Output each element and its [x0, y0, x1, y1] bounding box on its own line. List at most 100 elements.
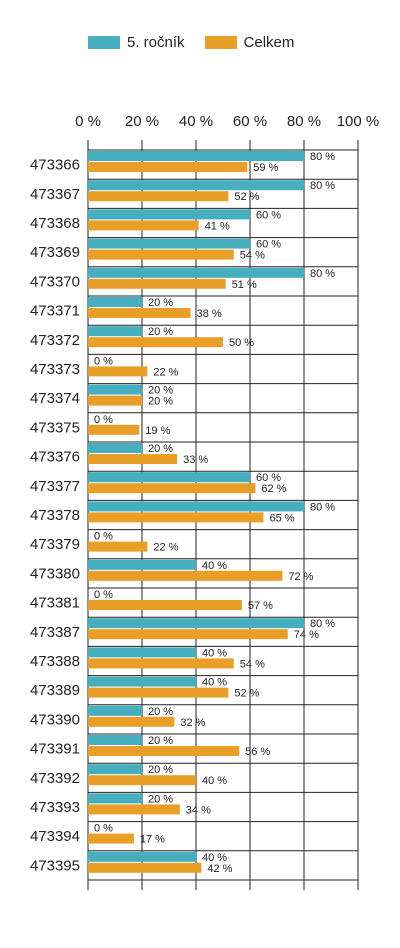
data-label-473381-series-2: 57 %	[248, 600, 273, 612]
category-label-473395: 473395	[30, 857, 80, 874]
bar-473378-series-2	[88, 512, 264, 523]
data-label-473368-series-1: 60 %	[256, 209, 281, 221]
bar-473391-series-2	[88, 746, 240, 756]
bar-473395-series-2	[88, 862, 202, 873]
bar-473391-series-1	[88, 735, 142, 745]
x-tick-label-5: 100 %	[337, 113, 380, 130]
bar-473370-series-1	[88, 267, 304, 278]
data-label-473387-series-2: 74 %	[294, 629, 319, 641]
bar-473367-series-1	[88, 180, 304, 191]
data-label-473388-series-2: 54 %	[240, 658, 265, 670]
data-label-473368-series-2: 41 %	[205, 220, 230, 232]
bar-473375-series-2	[88, 424, 140, 435]
category-label-473373: 473373	[30, 361, 80, 378]
bar-473370-series-2	[88, 278, 226, 289]
data-label-473367-series-1: 80 %	[310, 180, 335, 192]
category-label-473377: 473377	[30, 478, 80, 495]
bar-473394-series-2	[88, 833, 134, 844]
bar-473369-series-1	[88, 238, 250, 249]
data-label-473373-series-2: 22 %	[153, 366, 178, 378]
category-label-473369: 473369	[30, 244, 80, 261]
data-label-473378-series-2: 65 %	[270, 512, 295, 524]
bar-473372-series-2	[88, 337, 223, 348]
data-label-473380-series-1: 40 %	[202, 560, 227, 572]
category-label-473381: 473381	[30, 595, 80, 612]
category-label-473371: 473371	[30, 303, 80, 320]
category-label-473391: 473391	[30, 741, 80, 758]
category-label-473380: 473380	[30, 565, 80, 582]
data-label-473372-series-1: 20 %	[148, 326, 173, 338]
legend-item-series-1: 5. ročník	[88, 34, 185, 51]
data-label-473394-series-2: 17 %	[140, 834, 165, 846]
x-tick-label-3: 60 %	[233, 113, 267, 130]
bar-473372-series-1	[88, 326, 142, 337]
category-label-473390: 473390	[30, 711, 80, 728]
bar-473371-series-2	[88, 308, 191, 318]
bar-473395-series-1	[88, 851, 196, 862]
bar-473369-series-2	[88, 249, 234, 260]
data-label-473378-series-1: 80 %	[310, 501, 335, 513]
bar-473390-series-1	[88, 705, 142, 716]
legend: 5. ročník Celkem	[88, 34, 314, 51]
bar-473368-series-1	[88, 209, 250, 220]
bar-473373-series-2	[88, 366, 148, 377]
bar-473366-series-2	[88, 162, 248, 172]
data-label-473381-series-1: 0 %	[94, 589, 113, 601]
data-label-473367-series-2: 52 %	[234, 191, 259, 203]
bar-473388-series-1	[88, 647, 196, 658]
category-label-473370: 473370	[30, 273, 80, 290]
bar-473387-series-2	[88, 629, 288, 640]
category-label-473375: 473375	[30, 419, 80, 436]
data-label-473393-series-2: 34 %	[186, 804, 211, 816]
bar-473377-series-1	[88, 472, 250, 483]
bar-473392-series-1	[88, 764, 142, 775]
bar-473393-series-1	[88, 793, 142, 804]
data-label-473374-series-1: 20 %	[148, 385, 173, 397]
category-label-473389: 473389	[30, 682, 80, 699]
data-label-473377-series-2: 62 %	[261, 483, 286, 495]
data-label-473393-series-1: 20 %	[148, 793, 173, 805]
data-label-473377-series-1: 60 %	[256, 472, 281, 484]
data-label-473380-series-2: 72 %	[288, 571, 313, 583]
data-label-473371-series-1: 20 %	[148, 297, 173, 309]
data-label-473392-series-1: 20 %	[148, 764, 173, 776]
data-label-473373-series-1: 0 %	[94, 355, 113, 367]
data-label-473372-series-2: 50 %	[229, 337, 254, 349]
bar-473389-series-2	[88, 687, 229, 698]
data-label-473389-series-1: 40 %	[202, 677, 227, 689]
x-tick-label-4: 80 %	[287, 113, 321, 130]
bar-473378-series-1	[88, 501, 304, 512]
data-label-473369-series-2: 54 %	[240, 250, 265, 262]
data-label-473369-series-1: 60 %	[256, 239, 281, 251]
data-label-473388-series-1: 40 %	[202, 647, 227, 659]
bar-473374-series-1	[88, 384, 142, 395]
category-label-473372: 473372	[30, 332, 80, 349]
bar-473368-series-2	[88, 220, 199, 231]
data-label-473376-series-1: 20 %	[148, 443, 173, 455]
bar-473381-series-2	[88, 600, 242, 610]
data-label-473390-series-1: 20 %	[148, 706, 173, 718]
bar-473380-series-2	[88, 570, 283, 581]
data-label-473395-series-1: 40 %	[202, 852, 227, 864]
data-label-473376-series-2: 33 %	[183, 454, 208, 466]
category-label-473366: 473366	[30, 157, 80, 174]
bar-473376-series-2	[88, 454, 178, 464]
category-label-473387: 473387	[30, 624, 80, 641]
data-label-473375-series-1: 0 %	[94, 414, 113, 426]
bar-473374-series-2	[88, 395, 142, 406]
bar-473377-series-2	[88, 483, 256, 494]
bar-473379-series-2	[88, 541, 148, 552]
data-label-473379-series-1: 0 %	[94, 531, 113, 543]
data-label-473375-series-2: 19 %	[145, 425, 170, 437]
data-label-473391-series-1: 20 %	[148, 735, 173, 747]
bar-473388-series-2	[88, 658, 234, 669]
category-label-473394: 473394	[30, 828, 80, 845]
category-label-473376: 473376	[30, 449, 80, 466]
legend-swatch-series-1	[88, 36, 120, 49]
data-label-473366-series-1: 80 %	[310, 151, 335, 163]
bar-473367-series-2	[88, 191, 229, 202]
data-label-473366-series-2: 59 %	[253, 162, 278, 174]
data-label-473374-series-2: 20 %	[148, 396, 173, 408]
category-label-473393: 473393	[30, 799, 80, 816]
legend-item-series-2: Celkem	[204, 34, 294, 51]
